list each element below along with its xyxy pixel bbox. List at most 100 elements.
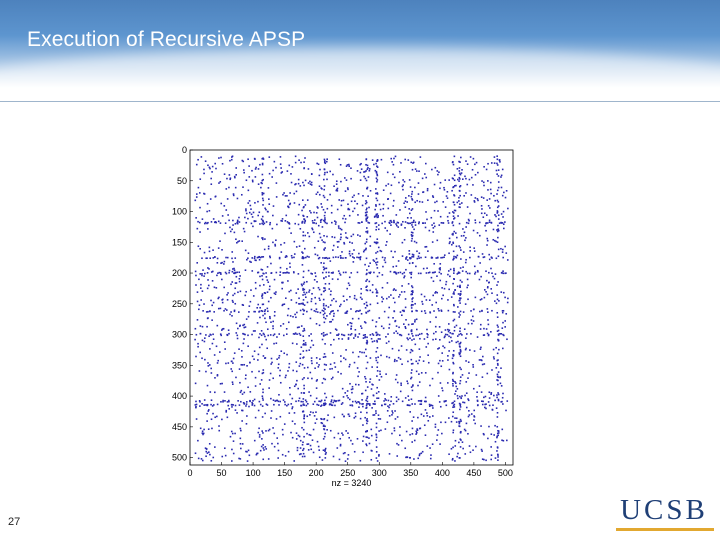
nonzero-point <box>446 197 449 199</box>
nonzero-point <box>451 222 454 224</box>
nonzero-point <box>365 179 368 182</box>
nonzero-point <box>435 316 437 319</box>
nonzero-point <box>211 427 213 430</box>
nonzero-point <box>438 401 441 403</box>
nonzero-point <box>465 360 467 362</box>
nonzero-point <box>314 367 316 370</box>
nonzero-point <box>410 293 412 296</box>
nonzero-point <box>305 400 308 403</box>
nonzero-point <box>452 382 454 385</box>
nonzero-point <box>344 218 347 220</box>
nonzero-point <box>360 327 363 329</box>
nonzero-point <box>375 213 378 216</box>
nonzero-point <box>434 423 437 426</box>
nonzero-point <box>434 338 437 340</box>
nonzero-point <box>399 390 402 393</box>
nonzero-point <box>250 213 253 216</box>
nonzero-point <box>323 158 326 161</box>
nonzero-point <box>459 352 461 355</box>
nonzero-point <box>206 202 209 205</box>
nonzero-point <box>496 155 498 157</box>
nonzero-point <box>318 456 321 459</box>
nonzero-point <box>262 221 265 223</box>
nonzero-point <box>306 280 308 283</box>
nonzero-point <box>458 176 461 179</box>
nonzero-point <box>196 319 199 321</box>
nonzero-point <box>358 406 360 409</box>
nonzero-point <box>231 257 233 260</box>
nonzero-point <box>457 397 459 400</box>
nonzero-point <box>442 201 445 203</box>
nonzero-point <box>219 307 222 310</box>
nonzero-point <box>262 399 264 401</box>
nonzero-point <box>284 403 286 406</box>
nonzero-point <box>295 246 298 248</box>
nonzero-point <box>208 451 210 453</box>
nonzero-point <box>465 160 467 162</box>
nonzero-point <box>437 429 440 431</box>
nonzero-point <box>354 400 357 403</box>
nonzero-point <box>380 250 383 253</box>
nonzero-point <box>291 420 294 423</box>
nonzero-point <box>411 441 414 443</box>
nonzero-point <box>446 333 449 336</box>
nonzero-point <box>375 350 378 353</box>
nonzero-point <box>304 234 307 237</box>
nonzero-point <box>200 283 202 286</box>
nonzero-point <box>486 244 488 246</box>
nonzero-point <box>337 399 340 402</box>
nonzero-point <box>282 399 285 401</box>
nonzero-point <box>457 272 460 274</box>
nonzero-point <box>423 310 426 312</box>
nonzero-point <box>195 355 197 358</box>
nonzero-point <box>331 221 333 224</box>
nonzero-point <box>340 333 343 336</box>
nonzero-point <box>216 262 219 264</box>
nonzero-point <box>463 231 466 234</box>
nonzero-point <box>466 333 468 335</box>
nonzero-point <box>287 403 290 406</box>
nonzero-point <box>467 298 469 301</box>
nonzero-point <box>494 457 497 459</box>
nonzero-point <box>276 399 278 402</box>
nonzero-point <box>294 423 296 425</box>
nonzero-point <box>287 370 289 372</box>
nonzero-point <box>214 377 216 379</box>
nonzero-point <box>302 343 305 345</box>
nonzero-point <box>273 278 276 281</box>
nonzero-point <box>432 294 434 297</box>
nonzero-point <box>282 303 284 306</box>
nonzero-point <box>228 400 230 403</box>
nonzero-point <box>497 218 500 220</box>
nonzero-point <box>225 309 228 311</box>
nonzero-point <box>498 222 501 225</box>
nonzero-point <box>378 334 381 336</box>
x-tick-label: 500 <box>498 468 513 478</box>
nonzero-point <box>331 404 334 407</box>
nonzero-point <box>375 412 377 414</box>
nonzero-point <box>458 316 461 318</box>
nonzero-point <box>290 403 293 405</box>
nonzero-point <box>444 206 447 208</box>
nonzero-point <box>334 366 337 368</box>
nonzero-point <box>264 292 267 295</box>
nonzero-point <box>481 450 483 452</box>
nonzero-point <box>364 389 367 392</box>
nonzero-point <box>369 357 372 359</box>
nonzero-point <box>459 342 461 345</box>
nonzero-point <box>352 261 355 263</box>
nonzero-point <box>332 249 334 251</box>
nonzero-point <box>376 199 379 202</box>
nonzero-point <box>457 215 459 217</box>
nonzero-point <box>424 400 427 403</box>
nonzero-point <box>388 306 391 309</box>
nonzero-point <box>447 309 450 312</box>
nonzero-point <box>201 339 204 342</box>
nonzero-point <box>479 262 481 264</box>
nonzero-point <box>366 231 369 234</box>
nonzero-point <box>471 168 474 171</box>
nonzero-point <box>365 355 368 357</box>
nonzero-point <box>427 199 429 202</box>
nonzero-point <box>297 182 300 185</box>
nonzero-point <box>203 399 206 401</box>
